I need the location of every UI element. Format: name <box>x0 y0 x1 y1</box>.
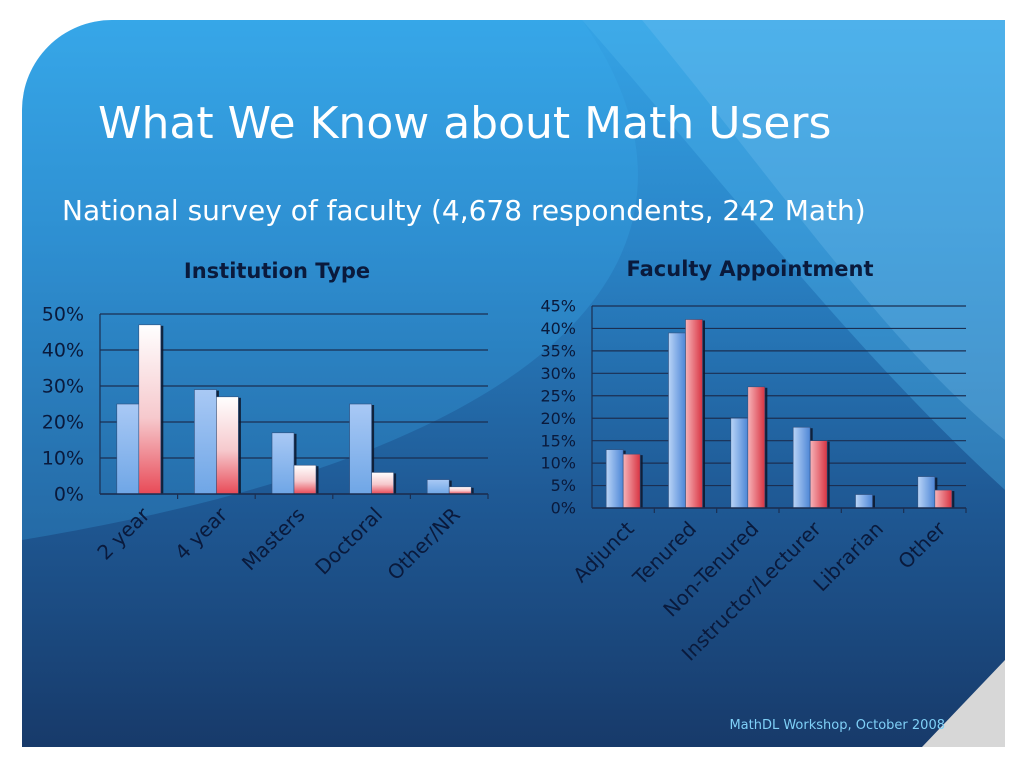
chart-title: Institution Type <box>184 259 370 283</box>
bar-series-1 <box>116 403 140 495</box>
y-tick-label: 20% <box>42 412 84 434</box>
bar-series-2 <box>293 464 317 495</box>
y-tick-label: 50% <box>42 304 84 326</box>
y-tick-label: 30% <box>540 364 576 383</box>
bar-series-1 <box>792 426 811 509</box>
slide-background-swoosh <box>22 20 1005 747</box>
y-tick-label: 10% <box>540 454 576 473</box>
slide-title: What We Know about Math Users <box>98 98 832 149</box>
faculty-appointment-chart: Faculty Appointment 0% 5% 10% 15% 20% 25% 30% 35… <box>540 257 967 666</box>
y-tick-label: 25% <box>540 386 576 405</box>
bar-series-2 <box>448 486 472 495</box>
x-category-label: 4 year <box>170 502 233 565</box>
bar-series-2 <box>809 440 828 509</box>
x-category-label: Doctoral <box>310 503 387 580</box>
y-tick-label: 40% <box>42 340 84 362</box>
y-tick-label: 20% <box>540 409 576 428</box>
chart-title: Faculty Appointment <box>627 257 874 281</box>
bar-series-2 <box>371 472 394 495</box>
bar-series-2 <box>622 453 641 509</box>
slide: What We Know about Math Users National s… <box>22 20 1005 747</box>
y-tick-label: 35% <box>540 341 576 360</box>
bar-series-1 <box>426 479 450 495</box>
slide-footer: MathDL Workshop, October 2008 <box>729 718 945 733</box>
bar-series-2 <box>934 489 953 509</box>
y-tick-label: 30% <box>42 376 84 398</box>
bar-series-2 <box>747 386 766 509</box>
y-tick-label: 10% <box>42 448 84 470</box>
bar-series-2 <box>685 319 703 509</box>
bar-series-1 <box>194 389 217 495</box>
x-category-label: Other/NR <box>382 502 464 584</box>
y-tick-label: 40% <box>540 319 576 338</box>
x-category-label: Adjunct <box>568 516 639 587</box>
bar-series-1 <box>271 432 295 495</box>
slide-subtitle: National survey of faculty (4,678 respon… <box>62 194 866 227</box>
bar-series-1 <box>917 476 936 509</box>
bar-series-2 <box>138 324 162 495</box>
bar-series-1 <box>855 494 873 509</box>
y-tick-label: 0% <box>551 499 576 518</box>
y-tick-label: 5% <box>551 476 576 495</box>
institution-type-chart: Institution Type 0% 10% 20% 30% 40% 50% 2 year 4… <box>42 259 489 585</box>
y-tick-label: 0% <box>54 484 84 506</box>
y-tick-label: 45% <box>540 297 576 316</box>
x-category-label: 2 year <box>92 502 155 565</box>
bar-series-1 <box>349 403 372 495</box>
bar-series-1 <box>605 449 624 509</box>
bar-series-1 <box>730 417 749 509</box>
x-category-label: Masters <box>237 503 310 576</box>
bar-series-2 <box>216 396 239 495</box>
y-tick-label: 15% <box>540 431 576 450</box>
bar-series-1 <box>668 332 686 509</box>
x-category-label: Other <box>893 516 951 574</box>
